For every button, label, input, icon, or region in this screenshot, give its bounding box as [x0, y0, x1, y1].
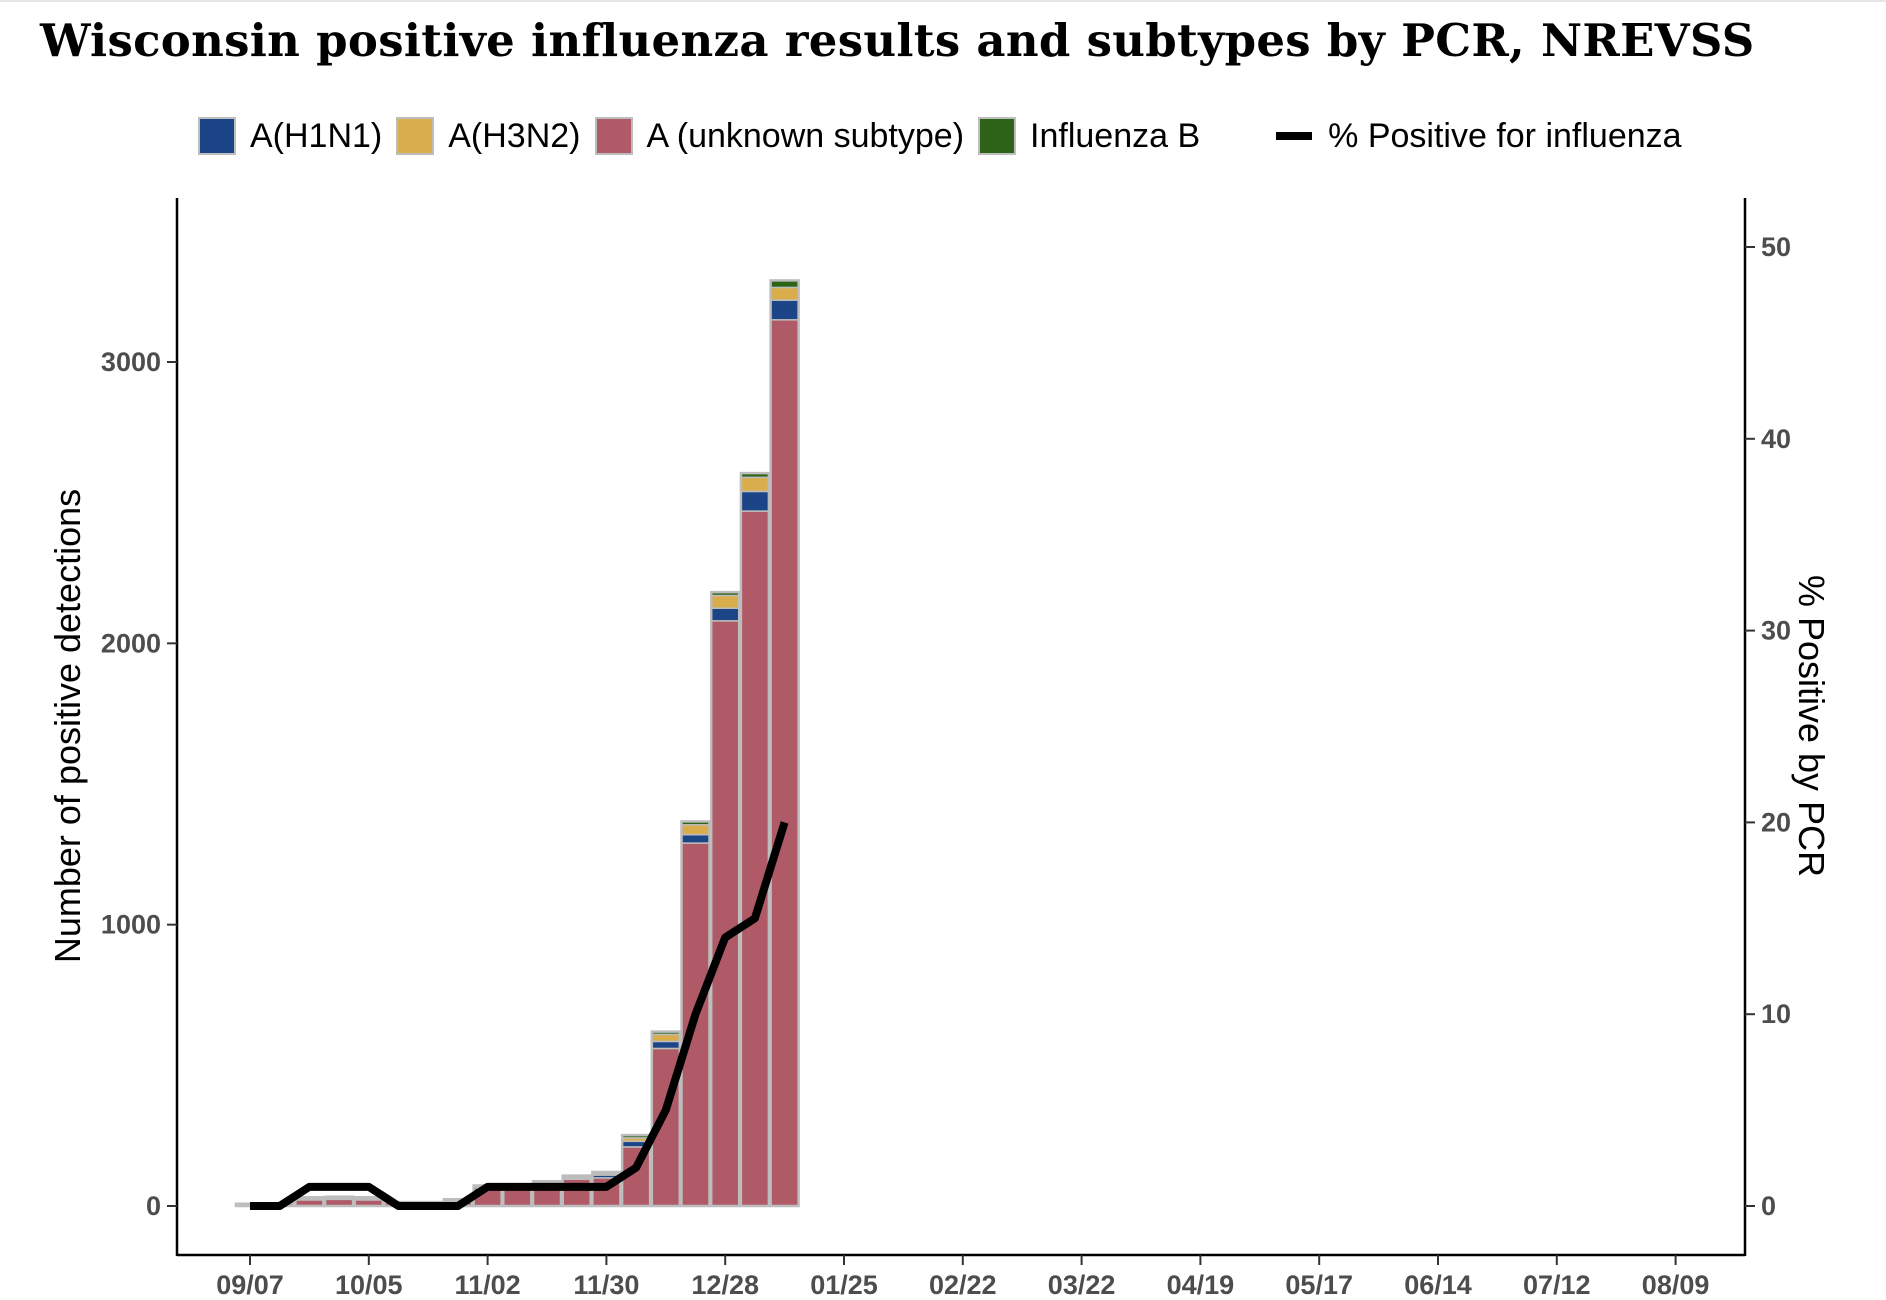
bar-outline — [650, 1030, 682, 1208]
legend-label-influenza-b: Influenza B — [1030, 116, 1201, 155]
bar-outline — [353, 1196, 385, 1208]
legend-item-h3n2: A(H3N2) — [396, 116, 581, 156]
legend-item-influenza-b: Influenza B — [978, 117, 1200, 156]
legend-swatch-h1n1 — [198, 117, 236, 155]
x-tick-label: 09/07 — [216, 1270, 284, 1300]
x-tick-label: 10/05 — [335, 1270, 403, 1300]
bar-outline — [739, 471, 771, 1208]
x-tick-label: 06/14 — [1404, 1270, 1472, 1300]
y-tick-label-left: 2000 — [101, 628, 161, 658]
legend-label-h3n2: A(H3N2) — [448, 116, 581, 155]
bar-segment-a-unknown-subtype — [710, 620, 740, 1207]
x-tick-label: 11/30 — [573, 1270, 639, 1300]
bar-segment-a-h3n2 — [710, 594, 740, 609]
bar-segment-a-h3n2 — [769, 286, 800, 301]
legend-item-h1n1: A(H1N1) — [198, 117, 382, 156]
bar-segment-a-h3n2 — [680, 824, 711, 836]
bar-outline — [769, 279, 800, 1208]
top-border — [0, 0, 1886, 2]
x-tick-label: 05/17 — [1285, 1270, 1353, 1300]
bar-outline — [709, 590, 741, 1208]
x-tick-label: 07/12 — [1523, 1270, 1591, 1300]
y-tick-label-left: 1000 — [101, 910, 161, 940]
legend-label-h1n1: A(H1N1) — [250, 116, 383, 155]
y-axis-title-right: % Positive by PCR — [1791, 575, 1832, 877]
x-tick-label: 11/02 — [455, 1270, 521, 1300]
legend-line-key — [1276, 132, 1313, 140]
x-tick-label: 04/19 — [1167, 1270, 1235, 1300]
bar-segment-a-unknown-subtype — [769, 319, 800, 1207]
x-tick-label: 08/09 — [1642, 1270, 1710, 1300]
x-tick-label: 01/25 — [810, 1270, 878, 1300]
bar-outline — [680, 820, 711, 1208]
legend: A(H1N1) A(H3N2) A (unknown subtype) Infl… — [198, 112, 1682, 160]
bar-segment-a-unknown-subtype — [740, 510, 770, 1207]
x-tick-label: 12/28 — [691, 1270, 759, 1300]
bar-outline — [323, 1195, 355, 1208]
bar-outline — [294, 1196, 325, 1208]
y-tick-label-right: 40 — [1761, 424, 1791, 454]
bar-segment-a-h1n1 — [651, 1040, 681, 1050]
y-tick-label-right: 50 — [1761, 232, 1791, 262]
x-tick-label: 03/22 — [1048, 1270, 1116, 1300]
bar-segment-a-h1n1 — [740, 490, 770, 512]
legend-swatch-h3n2 — [396, 117, 435, 155]
legend-swatch-influenza-b — [978, 117, 1017, 155]
x-tick-label: 02/22 — [929, 1270, 997, 1300]
y-tick-label-right: 10 — [1761, 999, 1791, 1029]
bar-outline — [620, 1133, 652, 1208]
legend-swatch-a-unknown — [594, 117, 633, 155]
y-tick-label-right: 20 — [1761, 807, 1791, 837]
percent-positive-line — [250, 821, 789, 1210]
bar-segment-a-h3n2 — [651, 1033, 681, 1043]
legend-item-a-unknown: A (unknown subtype) — [594, 116, 965, 156]
bar-segment-a-h3n2 — [740, 476, 770, 493]
y-tick-label-right: 30 — [1761, 616, 1791, 646]
y-tick-label-right: 0 — [1761, 1191, 1776, 1221]
y-tick-label-left: 0 — [146, 1191, 161, 1221]
bar-segment-a-h1n1 — [769, 299, 800, 321]
bar-segment-a-h1n1 — [710, 607, 740, 622]
legend-label-a-unknown: A (unknown subtype) — [646, 116, 965, 155]
bar-outline — [531, 1179, 563, 1208]
y-tick-label-left: 3000 — [101, 347, 161, 377]
bar-segment-a-h1n1 — [680, 833, 711, 844]
y-axis-title-left: Number of positive detections — [47, 489, 88, 963]
legend-label-percent-positive: % Positive for influenza — [1328, 116, 1682, 155]
chart-title: Wisconsin positive influenza results and… — [40, 14, 1755, 67]
